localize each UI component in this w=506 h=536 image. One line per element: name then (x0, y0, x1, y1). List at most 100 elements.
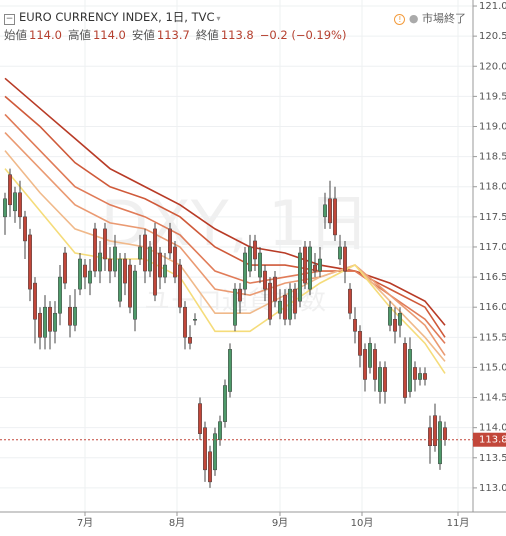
candle-body (383, 367, 387, 392)
x-tick-label: 9月 (272, 517, 288, 529)
y-tick-label: 113.5 (479, 453, 506, 464)
candle-body (258, 252, 262, 278)
candle-body (38, 312, 42, 338)
candle-body (28, 234, 32, 290)
moving-average-line (4, 131, 446, 356)
status-icon[interactable]: ! (394, 14, 406, 25)
candle-body (303, 246, 307, 284)
candle-body (353, 318, 357, 332)
y-tick-label: 117.0 (479, 242, 506, 253)
symbol-menu[interactable]: ▾ (216, 14, 221, 23)
candle-body (278, 300, 282, 314)
ohlc-value: 114.0 (92, 28, 126, 42)
ohlc-label: 始値 (4, 28, 27, 42)
y-tick-label: 119.5 (479, 91, 506, 102)
symbol-title: EURO CURRENCY INDEX, 1日, TVC (19, 10, 215, 24)
candle-body (203, 427, 207, 471)
candle-body (213, 433, 217, 471)
x-tick-label: 8月 (169, 517, 185, 529)
candle-body (393, 318, 397, 332)
candle-body (3, 198, 7, 218)
candle-body (43, 306, 47, 338)
candle-body (428, 427, 432, 446)
candle-body (173, 246, 177, 278)
candle-body (323, 204, 327, 218)
candle-body (153, 228, 157, 296)
candle-body (198, 403, 202, 434)
x-tick-label: 7月 (77, 517, 93, 529)
candle-body (288, 288, 292, 320)
candle-body (398, 312, 402, 326)
y-tick-label: 115.5 (479, 332, 506, 343)
status-dot: ● (408, 12, 419, 25)
candle-body (48, 306, 52, 332)
last-price-label: 113.8 (479, 435, 506, 446)
x-tick-label: 11月 (447, 517, 470, 529)
candle-body (208, 451, 212, 483)
y-tick-label: 121.0 (479, 1, 506, 12)
candle-body (183, 306, 187, 338)
y-tick-label: 117.5 (479, 212, 506, 223)
moving-average-line (4, 77, 446, 326)
candle-body (108, 258, 112, 272)
y-tick-label: 118.0 (479, 182, 506, 193)
candle-body (333, 198, 337, 236)
candle-body (218, 421, 222, 440)
candle-body (358, 331, 362, 356)
candle-body (18, 192, 22, 218)
ohlc-legend: 始値 114.0 高値 114.0 安値 113.7 終値 113.8 −0.2 (−0.19%… (4, 27, 352, 43)
candle-body (8, 174, 12, 206)
y-tick-label: 116.0 (479, 302, 506, 313)
candle-body (273, 276, 277, 302)
candle-body (318, 258, 322, 272)
candle-body (443, 427, 447, 440)
candle-body (73, 306, 77, 326)
collapse-icon[interactable]: − (4, 14, 15, 25)
candle-body (388, 306, 392, 326)
last-price-box (473, 432, 506, 447)
ohlc-value: 113.7 (156, 28, 190, 42)
candle-body (238, 288, 242, 302)
candle-body (233, 288, 237, 326)
candle-body (283, 294, 287, 320)
candle-body (268, 282, 272, 320)
candle-body (228, 349, 232, 392)
candle-body (263, 270, 267, 290)
candle-body (373, 349, 377, 380)
candle-body (343, 246, 347, 272)
candle-body (168, 228, 172, 254)
candle-body (63, 252, 67, 284)
candle-body (178, 264, 182, 308)
candle-body (163, 264, 167, 278)
y-tick-label: 119.0 (479, 121, 506, 132)
candle-body (128, 264, 132, 308)
y-tick-label: 113.0 (479, 483, 506, 494)
y-tick-label: 118.5 (479, 152, 506, 163)
market-status: ! ● 市場終了 (394, 10, 466, 26)
candle-body (23, 216, 27, 242)
candle-body (58, 276, 62, 314)
candle-body (88, 270, 92, 284)
change-value: −0.2 (−0.19%) (259, 28, 347, 42)
candle-body (98, 252, 102, 272)
candle-body (438, 421, 442, 465)
candle-body (188, 337, 192, 344)
candle-body (368, 343, 372, 368)
candle-body (338, 246, 342, 260)
candle-body (143, 234, 147, 272)
candle-body (248, 246, 252, 272)
candle-body (433, 415, 437, 446)
candle-body (133, 270, 137, 320)
ohlc-label: 高値 (67, 28, 91, 42)
candle-body (418, 373, 422, 380)
candle-body (223, 385, 227, 422)
candle-body (33, 282, 37, 320)
candle-body (158, 252, 162, 278)
candle-body (253, 240, 257, 260)
candle-body (83, 264, 87, 278)
candle-body (113, 246, 117, 272)
candle-body (138, 246, 142, 260)
ohlc-value: 113.8 (220, 28, 254, 42)
moving-average-line (4, 95, 446, 338)
